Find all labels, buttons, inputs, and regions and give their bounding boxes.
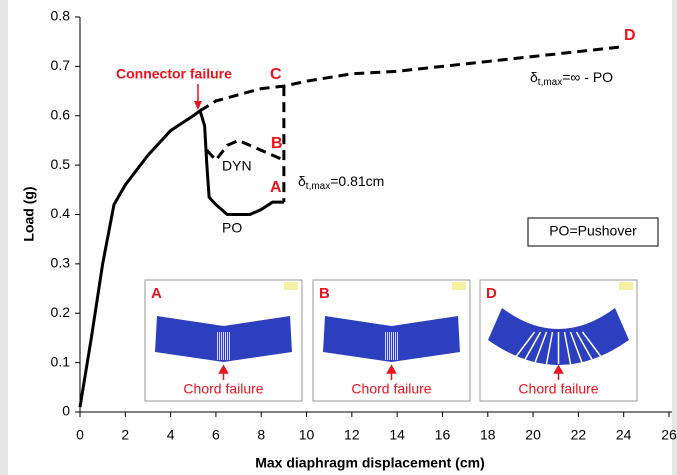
inset-label: D — [486, 285, 497, 302]
x-tick-label: 24 — [616, 427, 632, 443]
x-tick-label: 22 — [571, 427, 587, 443]
x-tick-label: 16 — [435, 427, 451, 443]
inset-label: A — [151, 285, 162, 302]
x-tick-label: 10 — [299, 427, 315, 443]
x-tick-label: 8 — [257, 427, 265, 443]
x-tick-label: 26 — [661, 427, 677, 443]
x-tick-label: 6 — [212, 427, 220, 443]
inset-logo — [619, 282, 633, 290]
chart: Max diaphragm displacement (cm) Load (g)… — [0, 0, 677, 475]
page: {"chart_data": {"type": "line", "x_label… — [0, 0, 677, 475]
x-tick-label: 12 — [344, 427, 360, 443]
y-tick-label: 0.5 — [51, 156, 71, 172]
inset-caption: Chord failure — [518, 381, 598, 397]
delta-symbol: δ — [530, 69, 538, 85]
y-tick-label: 0.8 — [51, 8, 71, 24]
delta-subscript: t,max — [538, 77, 562, 88]
inset-caption: Chord failure — [183, 381, 263, 397]
point-label: B — [271, 135, 283, 152]
legend-box-text: PO=Pushover — [549, 223, 637, 239]
series-label: PO — [222, 220, 242, 236]
inset-logo — [284, 282, 298, 290]
y-tick-label: 0.2 — [51, 304, 71, 320]
y-tick-label: 0.3 — [51, 255, 71, 271]
delta-text: =∞ - PO — [562, 69, 613, 85]
x-tick-label: 18 — [480, 427, 496, 443]
inset-logo — [452, 282, 466, 290]
x-tick-label: 4 — [167, 427, 175, 443]
delta-text: =0.81cm — [330, 173, 384, 189]
point-label: A — [270, 179, 282, 196]
y-tick-label: 0 — [62, 403, 70, 419]
x-axis-title: Max diaphragm displacement (cm) — [255, 455, 485, 471]
y-tick-label: 0.6 — [51, 106, 71, 122]
delta-symbol: δ — [298, 173, 306, 189]
x-tick-label: 14 — [389, 427, 405, 443]
point-label: C — [270, 66, 282, 83]
point-label: D — [624, 27, 636, 44]
y-axis-title: Load (g) — [21, 186, 37, 241]
delta-subscript: t,max — [306, 181, 330, 192]
x-tick-label: 0 — [76, 427, 84, 443]
x-tick-label: 2 — [121, 427, 129, 443]
y-tick-label: 0.7 — [51, 57, 71, 73]
x-tick-label: 20 — [525, 427, 541, 443]
inset-caption: Chord failure — [351, 381, 431, 397]
series-label: DYN — [222, 158, 252, 174]
y-tick-label: 0.1 — [51, 353, 71, 369]
annotation: Connector failure — [116, 66, 232, 82]
inset-label: B — [319, 285, 330, 302]
y-tick-label: 0.4 — [51, 205, 71, 221]
